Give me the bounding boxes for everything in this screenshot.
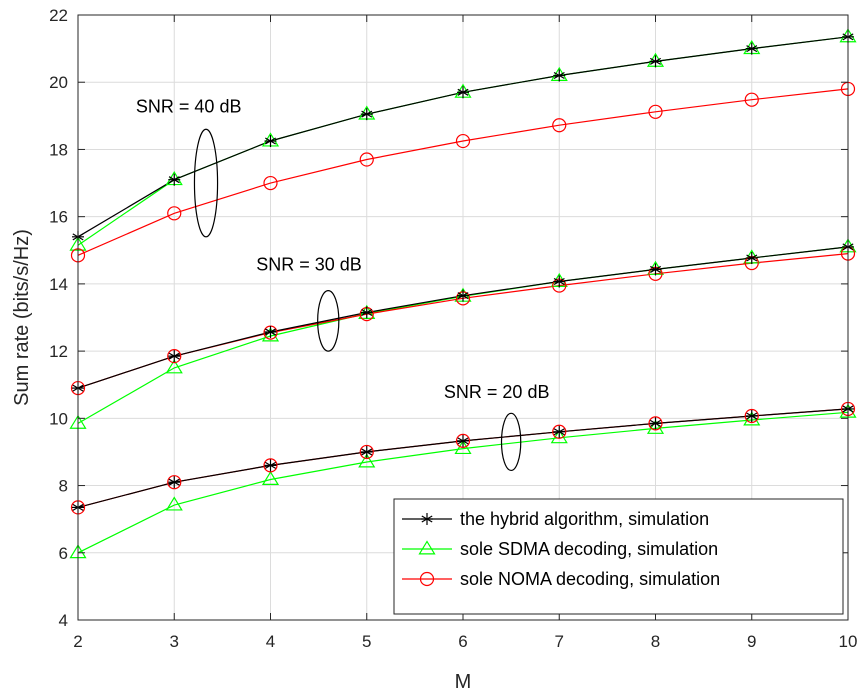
snr-annotation-ellipse xyxy=(193,128,219,238)
circle-marker xyxy=(552,424,567,439)
x-axis-label: M xyxy=(455,671,472,693)
triangle-marker xyxy=(261,470,280,485)
triangle-marker xyxy=(165,496,183,511)
circle-marker xyxy=(455,433,471,448)
y-tick-label: 6 xyxy=(59,544,68,563)
asterisk-marker xyxy=(649,263,662,276)
y-axis-label: Sum rate (bits/s/Hz) xyxy=(11,229,33,406)
circle-marker xyxy=(167,349,182,364)
legend-box xyxy=(393,498,844,615)
circle-marker xyxy=(648,104,663,119)
legend-entry-label: sole NOMA decoding, simulation xyxy=(460,569,720,589)
asterisk-marker xyxy=(421,513,433,525)
triangle-marker xyxy=(165,359,183,374)
y-tick-label: 16 xyxy=(49,208,68,227)
circle-marker xyxy=(455,133,471,149)
asterisk-marker xyxy=(745,409,758,422)
asterisk-marker xyxy=(360,445,373,458)
snr-annotation-ellipse xyxy=(500,412,522,472)
circle-marker xyxy=(552,118,567,133)
asterisk-marker xyxy=(457,289,469,302)
triangle-marker xyxy=(358,453,376,468)
legend: the hybrid algorithm, simulation sole SDM… xyxy=(393,498,844,615)
y-tick-label: 12 xyxy=(49,342,68,361)
asterisk-marker xyxy=(649,417,662,430)
asterisk-marker xyxy=(168,173,181,186)
series-line-triangle xyxy=(77,411,849,554)
triangle-marker xyxy=(418,540,436,555)
x-tick-label: 3 xyxy=(170,632,179,651)
circle-marker xyxy=(359,152,374,167)
series-line-circle xyxy=(77,88,849,256)
x-tick-label: 5 xyxy=(362,632,371,651)
asterisk-marker xyxy=(360,306,373,319)
series-markers xyxy=(69,28,857,559)
circle-marker xyxy=(263,175,278,191)
asterisk-marker xyxy=(264,459,277,472)
asterisk-marker xyxy=(745,42,758,55)
legend-entry-label: the hybrid algorithm, simulation xyxy=(460,509,709,529)
triangle-marker xyxy=(646,419,665,434)
asterisk-marker xyxy=(457,86,469,99)
circle-marker xyxy=(167,206,182,221)
x-tick-label: 6 xyxy=(458,632,467,651)
asterisk-marker xyxy=(264,135,277,148)
circle-marker xyxy=(263,458,278,473)
x-tick-label: 9 xyxy=(747,632,756,651)
y-tick-label: 8 xyxy=(59,477,68,496)
axis-ticks: 2 3 4 5 6 7 8 9 10 4 6 8 10 12 14 16 18 20 22 xyxy=(49,6,857,651)
snr-annotation-label: SNR = 30 dB xyxy=(256,254,362,274)
circle-marker xyxy=(744,408,759,424)
asterisk-marker xyxy=(745,252,758,265)
x-tick-label: 7 xyxy=(555,632,564,651)
y-tick-label: 4 xyxy=(59,611,68,630)
snr-annotation-ellipse xyxy=(317,290,340,352)
asterisk-marker xyxy=(168,476,181,489)
asterisk-marker xyxy=(264,325,277,338)
asterisk-marker xyxy=(553,69,566,82)
x-tick-label: 4 xyxy=(266,632,275,651)
asterisk-marker xyxy=(553,425,566,438)
snr-annotation-label: SNR = 40 dB xyxy=(136,96,242,116)
snr-annotation-label: SNR = 20 dB xyxy=(444,382,550,402)
asterisk-marker xyxy=(457,434,469,447)
x-tick-label: 2 xyxy=(73,632,82,651)
circle-marker xyxy=(419,571,435,587)
x-tick-label: 10 xyxy=(839,632,858,651)
asterisk-marker xyxy=(553,275,566,288)
y-tick-label: 10 xyxy=(49,409,68,428)
circle-marker xyxy=(167,475,182,490)
y-tick-label: 22 xyxy=(49,6,68,25)
y-tick-label: 18 xyxy=(49,140,68,159)
asterisk-marker xyxy=(168,350,181,363)
circle-marker xyxy=(648,416,663,431)
circle-marker xyxy=(744,92,759,107)
y-tick-label: 20 xyxy=(49,73,68,92)
x-tick-label: 8 xyxy=(651,632,660,651)
legend-entry-label: sole SDMA decoding, simulation xyxy=(460,539,718,559)
snr-annotations: SNR = 40 dB SNR = 30 dB SNR = 20 dB xyxy=(136,96,550,472)
asterisk-marker xyxy=(649,55,662,68)
circle-marker xyxy=(359,444,374,460)
y-tick-label: 14 xyxy=(49,275,68,294)
asterisk-marker xyxy=(360,108,373,121)
triangle-marker xyxy=(454,439,472,455)
